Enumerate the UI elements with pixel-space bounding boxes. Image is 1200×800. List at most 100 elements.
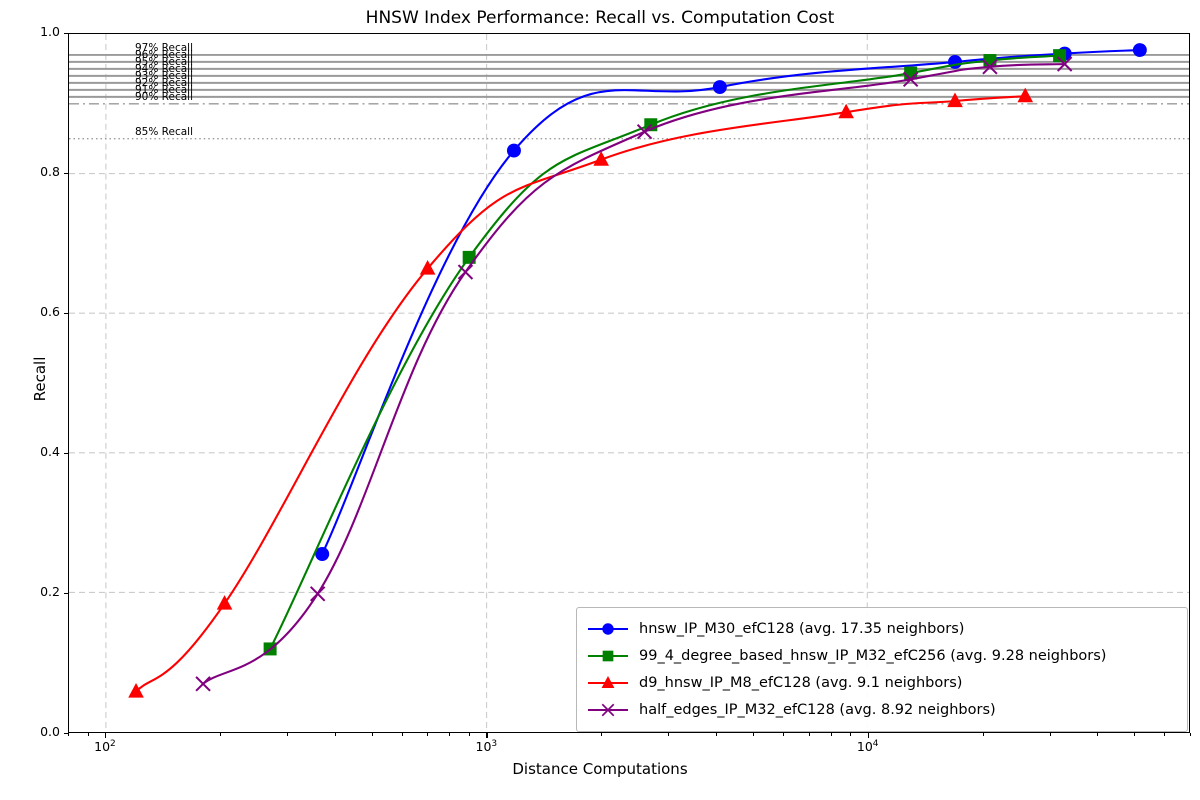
x-tick-mark xyxy=(104,733,107,738)
chart-canvas xyxy=(69,34,1189,732)
y-tick-mark xyxy=(64,593,68,595)
threshold-label: 96% Recall xyxy=(135,49,194,61)
x-tick-label: 104 xyxy=(838,739,898,754)
data-point-marker xyxy=(309,586,326,602)
y-tick-label: 1.0 xyxy=(40,24,60,39)
data-point-marker xyxy=(457,264,474,280)
legend-label: 99_4_degree_based_hnsw_IP_M32_efC256 (av… xyxy=(639,647,1107,664)
x-minor-tick-mark xyxy=(752,733,754,736)
data-point-marker xyxy=(419,260,436,275)
threshold-label: 97% Recall xyxy=(135,42,194,54)
threshold-label: 90% Recall xyxy=(135,91,194,103)
data-point-marker xyxy=(712,80,727,95)
legend-entry[interactable]: 99_4_degree_based_hnsw_IP_M32_efC256 (av… xyxy=(586,642,1178,669)
x-minor-tick-mark xyxy=(371,733,373,736)
y-tick-mark xyxy=(64,733,68,735)
data-point-marker xyxy=(902,71,919,88)
series-group xyxy=(128,87,1034,698)
x-minor-tick-mark xyxy=(1049,733,1051,736)
data-point-marker xyxy=(128,683,144,698)
data-point-marker xyxy=(1053,49,1067,63)
data-point-marker xyxy=(602,622,614,635)
x-minor-tick-mark xyxy=(1097,733,1099,736)
x-minor-tick-mark xyxy=(286,733,288,736)
x-minor-tick-mark xyxy=(427,733,429,736)
x-tick-exponent: 4 xyxy=(872,739,879,749)
x-minor-tick-mark xyxy=(808,733,810,736)
x-minor-tick-mark xyxy=(219,733,221,736)
threshold-label: 85% Recall xyxy=(135,126,194,138)
x-minor-tick-mark xyxy=(1134,733,1136,736)
y-tick-label: 0.0 xyxy=(40,724,60,739)
x-tick-label: 103 xyxy=(456,739,516,754)
data-point-marker xyxy=(1017,87,1034,103)
y-tick-mark xyxy=(64,173,68,175)
y-axis-label: Recall xyxy=(31,356,49,402)
data-point-marker xyxy=(593,151,609,166)
x-minor-tick-mark xyxy=(850,733,852,736)
series-line xyxy=(202,62,1066,685)
x-tick-mark xyxy=(867,733,869,738)
legend-label: half_edges_IP_M32_efC128 (avg. 8.92 neig… xyxy=(639,701,996,718)
data-point-marker xyxy=(601,703,615,716)
y-tick-label: 0.8 xyxy=(40,164,60,179)
x-minor-tick-mark xyxy=(68,733,69,736)
x-minor-tick-mark xyxy=(1164,733,1166,736)
data-point-marker xyxy=(315,547,330,561)
x-tick-label: 102 xyxy=(75,739,135,754)
legend-marker-triangle-icon xyxy=(586,673,630,693)
x-minor-tick-mark xyxy=(334,733,336,736)
threshold-label: 91% Recall xyxy=(135,84,194,96)
data-point-marker xyxy=(1056,56,1073,72)
x-minor-tick-mark xyxy=(601,733,603,736)
chart-legend: hnsw_IP_M30_efC128 (avg. 17.35 neighbors… xyxy=(576,607,1188,732)
x-minor-tick-mark xyxy=(668,733,670,736)
x-minor-tick-mark xyxy=(468,733,470,736)
y-tick-label: 0.6 xyxy=(40,304,60,319)
plot-area xyxy=(68,33,1190,733)
x-tick-base: 10 xyxy=(94,739,111,755)
x-minor-tick-mark xyxy=(830,733,832,736)
x-minor-tick-mark xyxy=(87,733,89,736)
legend-marker-circle-icon xyxy=(586,619,630,639)
series-group xyxy=(195,56,1073,692)
legend-entry[interactable]: d9_hnsw_IP_M8_efC128 (avg. 9.1 neighbors… xyxy=(586,669,1178,696)
legend-marker-x-icon xyxy=(586,700,630,720)
x-tick-base: 10 xyxy=(475,739,492,755)
y-tick-mark xyxy=(64,33,68,35)
x-minor-tick-mark xyxy=(401,733,403,736)
x-axis-label: Distance Computations xyxy=(512,760,688,778)
data-point-marker xyxy=(602,650,614,661)
x-tick-exponent: 2 xyxy=(110,739,116,749)
y-tick-mark xyxy=(64,313,68,315)
legend-label: hnsw_IP_M30_efC128 (avg. 17.35 neighbors… xyxy=(639,620,965,637)
y-tick-label: 0.4 xyxy=(40,444,60,459)
threshold-label: 95% Recall xyxy=(135,56,194,68)
x-minor-tick-mark xyxy=(715,733,717,736)
legend-marker-square-icon xyxy=(586,646,630,666)
x-minor-tick-mark xyxy=(1190,733,1191,736)
data-point-marker xyxy=(195,676,211,692)
threshold-label: 93% Recall xyxy=(135,70,194,82)
data-point-marker xyxy=(1132,43,1147,58)
threshold-label: 94% Recall xyxy=(135,63,194,75)
x-minor-tick-mark xyxy=(783,733,785,736)
data-point-marker xyxy=(601,675,615,688)
legend-entry[interactable]: hnsw_IP_M30_efC128 (avg. 17.35 neighbors… xyxy=(586,615,1178,642)
y-tick-label: 0.2 xyxy=(40,584,60,599)
data-point-marker xyxy=(947,92,963,108)
data-point-marker xyxy=(838,103,854,119)
threshold-label: 92% Recall xyxy=(135,77,194,89)
chart-title: HNSW Index Performance: Recall vs. Compu… xyxy=(365,8,835,28)
data-point-marker xyxy=(636,124,653,140)
x-minor-tick-mark xyxy=(982,733,984,736)
x-tick-mark xyxy=(486,733,488,738)
data-point-marker xyxy=(982,59,998,75)
y-tick-mark xyxy=(64,453,68,455)
data-point-marker xyxy=(216,595,233,610)
legend-entry[interactable]: half_edges_IP_M32_efC128 (avg. 8.92 neig… xyxy=(586,696,1178,723)
x-tick-base: 10 xyxy=(856,739,873,755)
x-tick-exponent: 3 xyxy=(491,739,498,749)
